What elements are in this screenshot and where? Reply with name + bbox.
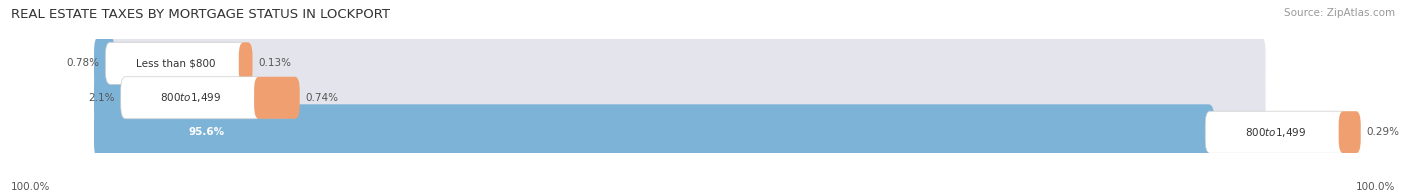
FancyBboxPatch shape <box>94 35 115 91</box>
Text: $800 to $1,499: $800 to $1,499 <box>1244 126 1306 139</box>
Text: 100.0%: 100.0% <box>11 182 51 192</box>
Text: Less than $800: Less than $800 <box>136 58 215 68</box>
Text: 2.1%: 2.1% <box>89 93 115 103</box>
FancyBboxPatch shape <box>121 77 262 119</box>
Text: 95.6%: 95.6% <box>188 127 225 137</box>
Text: 100.0%: 100.0% <box>1355 182 1395 192</box>
FancyBboxPatch shape <box>105 42 246 84</box>
FancyBboxPatch shape <box>1205 111 1346 153</box>
Text: 0.74%: 0.74% <box>305 93 339 103</box>
FancyBboxPatch shape <box>94 104 1215 160</box>
FancyBboxPatch shape <box>239 42 253 84</box>
Text: 0.13%: 0.13% <box>259 58 291 68</box>
FancyBboxPatch shape <box>94 104 1265 160</box>
Text: 0.78%: 0.78% <box>66 58 100 68</box>
Text: 0.29%: 0.29% <box>1367 127 1399 137</box>
Text: $800 to $1,499: $800 to $1,499 <box>160 91 222 104</box>
FancyBboxPatch shape <box>94 70 129 126</box>
Text: Source: ZipAtlas.com: Source: ZipAtlas.com <box>1284 8 1395 18</box>
FancyBboxPatch shape <box>94 70 1265 126</box>
FancyBboxPatch shape <box>94 35 1265 91</box>
FancyBboxPatch shape <box>254 77 299 119</box>
Text: REAL ESTATE TAXES BY MORTGAGE STATUS IN LOCKPORT: REAL ESTATE TAXES BY MORTGAGE STATUS IN … <box>11 8 391 21</box>
FancyBboxPatch shape <box>1339 111 1361 153</box>
